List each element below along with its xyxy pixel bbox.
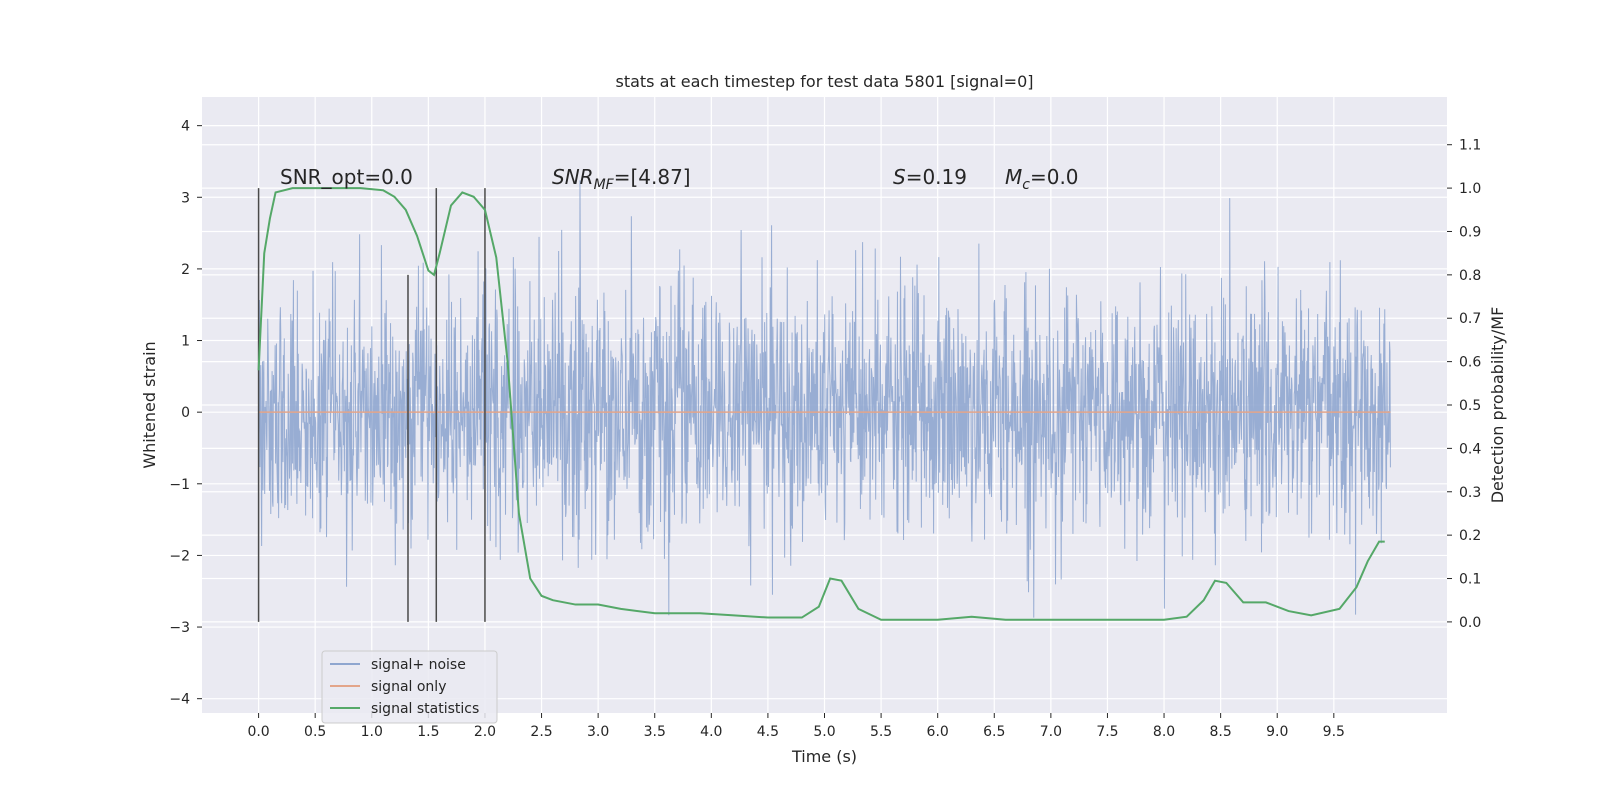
y-left-tick-label: 1 <box>181 334 190 350</box>
y-left-tick-label: −2 <box>169 548 190 564</box>
signal-statistics-line <box>257 187 1385 621</box>
y-left-axis-ticks: 4 3 2 1 0 −1 −2 −3 −4 <box>169 119 202 708</box>
y-right-tick-label: 0.7 <box>1459 311 1481 327</box>
x-tick-label: 5.0 <box>813 724 835 740</box>
x-tick-label: 9.5 <box>1323 724 1345 740</box>
y-right-tick-label: 1.1 <box>1459 138 1481 154</box>
y-right-tick-label: 0.9 <box>1459 224 1481 240</box>
y-right-tick-label: 0.4 <box>1459 441 1481 457</box>
legend-label-signal-statistics: signal statistics <box>371 701 479 717</box>
x-tick-label: 7.5 <box>1096 724 1118 740</box>
x-tick-label: 9.0 <box>1266 724 1288 740</box>
x-axis-ticks: 0.0 0.5 1.0 1.5 2.0 2.5 3.0 3.5 4.0 4.5 5.0 5.5 6.0 6… <box>247 713 1345 740</box>
x-tick-label: 1.0 <box>361 724 383 740</box>
chart-title: stats at each timestep for test data 580… <box>615 72 1033 91</box>
y-left-tick-label: 4 <box>181 119 190 135</box>
y-left-tick-label: 3 <box>181 190 190 206</box>
x-tick-label: 8.5 <box>1210 724 1232 740</box>
signal-plus-noise-series <box>258 180 1391 618</box>
legend-label-signal-only: signal only <box>371 679 446 695</box>
vertical-markers <box>257 188 486 622</box>
y-left-tick-label: −3 <box>169 620 190 636</box>
signal-plus-noise-line <box>258 180 1391 618</box>
annotation-mc: Mc=0.0 <box>1005 165 1079 193</box>
y-right-tick-label: 0.1 <box>1459 572 1481 588</box>
x-tick-label: 6.5 <box>983 724 1005 740</box>
x-tick-label: 6.0 <box>927 724 949 740</box>
y-right-tick-label: 0.2 <box>1459 528 1481 544</box>
legend-label-signal-noise: signal+ noise <box>371 657 466 673</box>
x-tick-label: 8.0 <box>1153 724 1175 740</box>
x-tick-label: 7.0 <box>1040 724 1062 740</box>
x-axis-label: Time (s) <box>791 747 857 766</box>
annotation-value: =0.19 <box>906 165 967 189</box>
y-right-tick-label: 0.6 <box>1459 355 1481 371</box>
annotation-symbol: SNR_opt <box>280 165 364 189</box>
annotation-value: =[4.87] <box>614 165 691 189</box>
y-right-tick-label: 0.5 <box>1459 398 1481 414</box>
y-left-tick-label: −1 <box>169 477 190 493</box>
x-tick-label: 0.5 <box>304 724 326 740</box>
annotation-symbol: SNR <box>552 165 594 189</box>
x-tick-label: 4.0 <box>700 724 722 740</box>
annotation-snr-mf: SNRMF=[4.87] <box>552 165 691 193</box>
annotations: SNR_opt=0.0 SNRMF=[4.87] S=0.19 Mc=0.0 <box>280 165 1079 193</box>
x-tick-label: 2.5 <box>530 724 552 740</box>
annotation-subscript: MF <box>594 177 615 193</box>
y-left-tick-label: 2 <box>181 262 190 278</box>
signal-statistics-series <box>257 187 1385 621</box>
y-left-tick-label: 0 <box>181 405 190 421</box>
y-left-tick-label: −4 <box>169 692 190 708</box>
x-tick-label: 3.5 <box>644 724 666 740</box>
x-tick-label: 0.0 <box>247 724 269 740</box>
y-right-tick-label: 0.8 <box>1459 268 1481 284</box>
annotation-s: S=0.19 <box>893 165 967 189</box>
legend: signal+ noise signal only signal statist… <box>321 650 498 724</box>
x-tick-label: 5.5 <box>870 724 892 740</box>
annotation-symbol: S <box>893 165 906 189</box>
y-right-tick-label: 1.0 <box>1459 181 1481 197</box>
y-right-tick-label: 0.3 <box>1459 485 1481 501</box>
annotation-symbol: M <box>1005 165 1022 189</box>
annotation-snr-opt: SNR_opt=0.0 <box>280 165 413 189</box>
annotation-value: =0.0 <box>364 165 413 189</box>
y-right-axis-label: Detection probability/MF <box>1488 307 1507 504</box>
annotation-value: =0.0 <box>1030 165 1079 189</box>
x-tick-label: 4.5 <box>757 724 779 740</box>
y-right-tick-label: 0.0 <box>1459 615 1481 631</box>
x-tick-label: 3.0 <box>587 724 609 740</box>
x-tick-label: 2.0 <box>474 724 496 740</box>
x-tick-label: 1.5 <box>417 724 439 740</box>
y-right-axis-ticks: 1.1 1.0 0.9 0.8 0.7 0.6 0.5 0.4 0.3 0.2 0.1 0.0 <box>1447 138 1481 631</box>
legend-box <box>321 650 498 724</box>
y-left-axis-label: Whitened strain <box>140 341 159 468</box>
annotation-subscript: c <box>1022 177 1030 193</box>
